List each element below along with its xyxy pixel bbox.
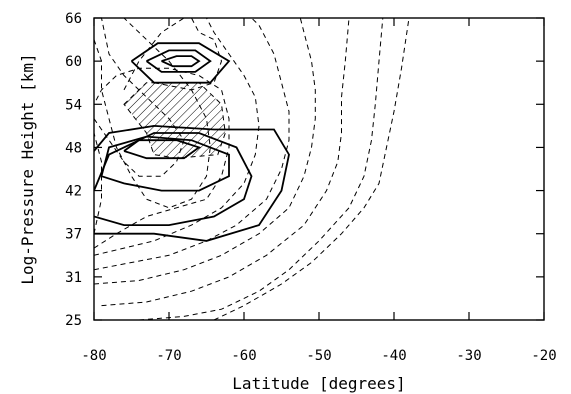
dashed-contour: [94, 18, 316, 285]
y-tick-label: 25: [65, 313, 82, 329]
dashed-contour: [101, 18, 350, 307]
y-tick-label: 37: [65, 227, 82, 243]
solid-contour: [123, 139, 201, 160]
dashed-contour: [153, 18, 223, 91]
solid-contour: [145, 49, 212, 73]
y-tick-label: 31: [65, 270, 82, 286]
dashed-contour: [94, 18, 260, 256]
dashed-contour: [94, 18, 211, 209]
y-axis-ticks: 25 31 37 42 48 54 60 66: [65, 11, 544, 329]
dashed-contour: [94, 67, 230, 249]
y-axis-label: Log-Pressure Height [km]: [18, 53, 37, 284]
y-tick-label: 54: [65, 97, 82, 113]
y-tick-label: 48: [65, 140, 82, 156]
y-tick-label: 60: [65, 54, 82, 70]
solid-contour: [100, 135, 230, 192]
dashed-contour: [123, 18, 185, 91]
x-axis-ticks: -80 -70 -60 -50 -40 -30 -20: [81, 18, 557, 364]
dashed-contour: [94, 104, 102, 234]
x-tick-label: -40: [381, 348, 406, 364]
x-tick-label: -50: [306, 348, 331, 364]
dashed-contour: [169, 18, 410, 320]
dashed-contours: [94, 18, 410, 320]
y-tick-label: 42: [65, 184, 82, 200]
solid-contours: [94, 42, 290, 242]
x-tick-label: -30: [456, 348, 481, 364]
y-tick-label: 66: [65, 11, 82, 27]
x-axis-label: Latitude [degrees]: [232, 374, 405, 393]
x-tick-label: -70: [156, 348, 181, 364]
x-tick-label: -80: [81, 348, 106, 364]
dashed-contour: [138, 18, 384, 320]
solid-contour: [161, 55, 201, 68]
x-tick-label: -20: [531, 348, 556, 364]
dashed-contour: [94, 18, 290, 271]
plot-frame: [93, 17, 545, 321]
solid-contour: [130, 42, 231, 84]
dashed-contour: [94, 18, 185, 177]
solid-contour: [94, 124, 290, 242]
x-tick-label: -60: [231, 348, 256, 364]
